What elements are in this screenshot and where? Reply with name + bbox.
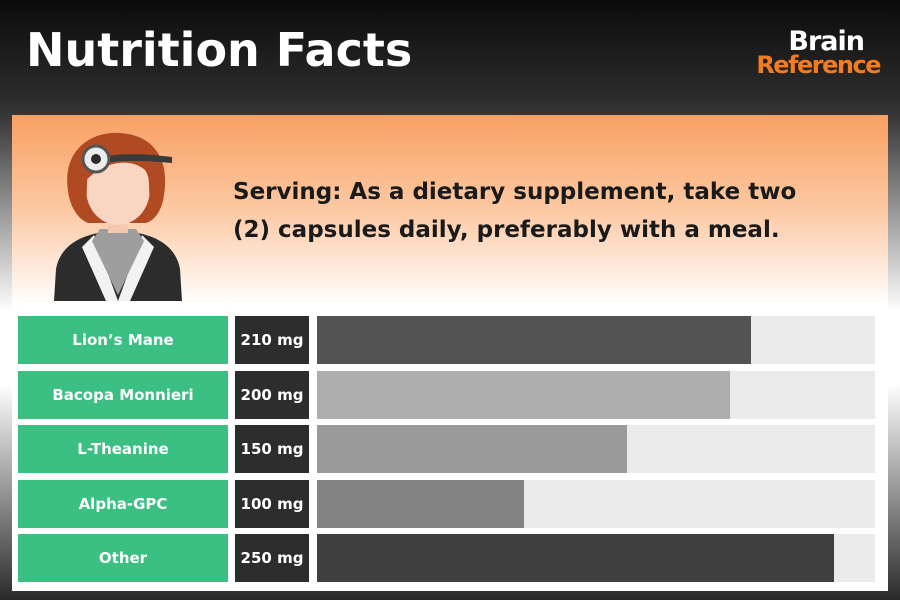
ingredient-name: Other [18,534,228,582]
bar-track [317,479,875,528]
bar-fill [317,425,627,473]
logo-reference-text: Reference [756,51,881,79]
bar-fill [317,534,834,582]
ingredient-amount: 100 mg [235,479,309,528]
serving-instructions: Serving: As a dietary supplement, take t… [233,179,797,243]
logo-brain-text: Brain [788,26,865,57]
bar-fill [317,479,524,528]
bar-track [317,425,875,473]
ingredient-name: Lion’s Mane [18,316,228,364]
ingredient-row: Other 250 mg [18,534,878,582]
ingredient-row: Alpha-GPC 100 mg [18,479,878,528]
ingredient-row: Lion’s Mane 210 mg [18,316,878,364]
ingredient-name: Alpha-GPC [18,479,228,528]
brand-logo: Brain Reference [748,28,884,80]
content-panel: Serving: As a dietary supplement, take t… [12,115,888,591]
ingredient-amount: 200 mg [235,370,309,419]
page-title: Nutrition Facts [26,23,413,77]
ingredient-name: Bacopa Monnieri [18,370,228,419]
bar-fill [317,316,751,364]
ingredient-row: Bacopa Monnieri 200 mg [18,370,878,419]
ingredient-amount: 210 mg [235,316,309,364]
ingredient-amount: 250 mg [235,534,309,582]
ingredient-row: L-Theanine 150 mg [18,425,878,473]
bar-track [317,534,875,582]
ingredient-name: L-Theanine [18,425,228,473]
bar-fill [317,370,730,419]
ingredient-amount: 150 mg [235,425,309,473]
bar-track [317,316,875,364]
bar-track [317,370,875,419]
doctor-avatar-icon [54,132,182,301]
